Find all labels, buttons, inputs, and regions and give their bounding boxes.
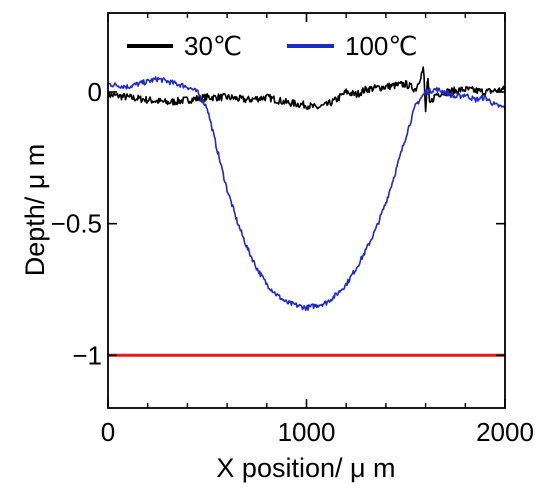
x-axis-title: X position/ μ m bbox=[216, 453, 395, 483]
x-tick-label: 0 bbox=[101, 417, 115, 447]
y-tick-label: 0 bbox=[88, 77, 102, 107]
series-line-1 bbox=[107, 66, 506, 113]
tick-labels-layer: 0 1000 2000 0 −0.5 −1 bbox=[51, 77, 534, 447]
plot-frame bbox=[107, 12, 506, 409]
y-tick-label: −1 bbox=[72, 340, 102, 370]
series-layer bbox=[107, 66, 506, 357]
legend: 30℃ 100℃ bbox=[127, 31, 418, 61]
y-axis-title: Depth/ μ m bbox=[20, 144, 50, 277]
x-tick-label: 1000 bbox=[278, 417, 336, 447]
legend-label-1: 30℃ bbox=[184, 31, 242, 61]
y-tick-label: −0.5 bbox=[51, 209, 102, 239]
x-tick-label: 2000 bbox=[476, 417, 534, 447]
legend-label-2: 100℃ bbox=[345, 31, 418, 61]
series-line-2 bbox=[107, 76, 506, 311]
ticks-layer bbox=[107, 13, 506, 408]
